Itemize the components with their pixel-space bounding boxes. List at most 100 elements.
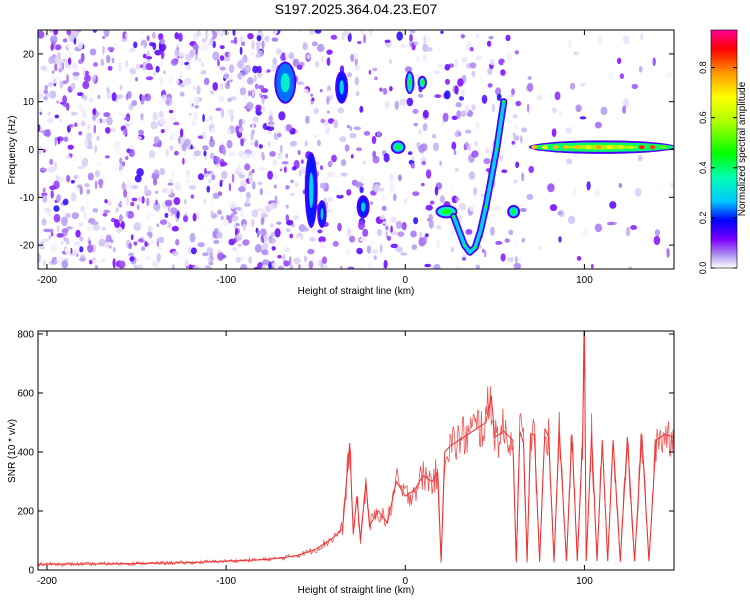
noise-speck: [239, 87, 247, 96]
noise-speck: [178, 223, 185, 227]
noise-speck: [520, 135, 523, 144]
noise-speck: [170, 58, 178, 66]
noise-speck: [130, 234, 134, 241]
noise-speck: [289, 140, 297, 147]
band-hotspot: [660, 145, 667, 150]
noise-speck: [64, 51, 69, 59]
noise-speck: [579, 116, 587, 120]
feature-core: [408, 77, 412, 88]
noise-speck: [311, 41, 318, 47]
noise-speck: [182, 243, 189, 249]
noise-speck: [66, 174, 71, 183]
noise-speck: [72, 153, 77, 162]
noise-speck: [153, 202, 161, 211]
noise-speck: [411, 244, 417, 251]
noise-speck: [199, 266, 207, 269]
noise-speck: [133, 241, 138, 246]
noise-speck: [521, 237, 525, 243]
noise-speck: [274, 237, 280, 242]
noise-speck: [631, 83, 639, 90]
noise-speck: [158, 236, 165, 244]
noise-speck: [501, 169, 508, 173]
noise-speck: [233, 223, 237, 230]
noise-speck: [174, 32, 179, 40]
spectrogram-x-axis-label: Height of straight line (km): [298, 286, 415, 297]
noise-speck: [118, 169, 124, 176]
noise-speck: [409, 40, 412, 47]
noise-speck: [250, 52, 256, 56]
noise-speck: [42, 260, 47, 267]
noise-speck: [309, 237, 316, 242]
noise-speck: [244, 64, 251, 74]
noise-speck: [283, 260, 290, 267]
curve-point: [502, 100, 506, 104]
x-tick-label: 100: [576, 576, 593, 587]
noise-speck: [149, 212, 156, 217]
noise-speck: [81, 110, 87, 119]
noise-speck: [77, 184, 83, 189]
noise-speck: [337, 107, 345, 114]
noise-speck: [308, 260, 314, 269]
noise-speck: [462, 252, 468, 258]
noise-speck: [146, 211, 150, 221]
noise-speck: [499, 154, 503, 162]
band-hotspot: [585, 145, 592, 150]
noise-speck: [184, 199, 187, 205]
noise-speck: [230, 135, 234, 143]
noise-speck: [169, 114, 177, 122]
noise-speck: [439, 160, 442, 166]
colorbar-gradient: [710, 29, 738, 269]
noise-speck: [141, 95, 146, 102]
spectrogram-y-axis-label: Frequency (Hz): [7, 116, 18, 185]
noise-speck: [666, 71, 673, 78]
noise-speck: [527, 82, 534, 92]
noise-speck: [179, 71, 183, 80]
noise-speck: [38, 146, 44, 154]
noise-speck: [349, 126, 353, 132]
noise-speck: [43, 129, 50, 137]
noise-speck: [185, 64, 191, 71]
noise-speck: [236, 164, 241, 173]
noise-speck: [204, 167, 207, 175]
noise-speck: [514, 50, 519, 55]
noise-speck: [609, 201, 617, 209]
noise-speck: [458, 202, 466, 211]
noise-speck: [97, 111, 100, 116]
noise-speck: [212, 51, 220, 61]
noise-speck: [290, 192, 295, 197]
noise-speck: [637, 155, 643, 162]
noise-speck: [244, 163, 251, 171]
noise-speck: [49, 243, 58, 253]
noise-speck: [413, 217, 419, 225]
noise-speck: [314, 60, 320, 68]
noise-speck: [382, 87, 388, 95]
noise-speck: [228, 51, 231, 59]
noise-speck: [136, 264, 144, 269]
noise-speck: [217, 59, 220, 67]
noise-speck: [241, 41, 246, 46]
noise-speck: [429, 200, 435, 205]
noise-speck: [157, 246, 163, 251]
noise-speck: [125, 93, 129, 101]
noise-speck: [92, 224, 101, 231]
noise-speck: [299, 125, 305, 130]
noise-speck: [164, 212, 169, 218]
noise-speck: [48, 82, 53, 87]
noise-speck: [252, 181, 256, 190]
noise-speck: [454, 168, 458, 173]
noise-speck: [203, 173, 210, 178]
y-tick-label: 800: [17, 329, 34, 340]
noise-speck: [129, 256, 135, 262]
noise-speck: [594, 188, 600, 197]
noise-speck: [103, 190, 107, 197]
noise-speck: [63, 236, 67, 242]
noise-speck: [634, 187, 642, 197]
noise-speck: [304, 140, 308, 147]
dispersion-curve: [451, 99, 506, 255]
noise-speck: [164, 172, 169, 178]
noise-speck: [41, 66, 48, 72]
noise-speck: [190, 194, 195, 199]
noise-speck: [51, 258, 58, 265]
noise-speck: [141, 246, 146, 251]
feature-core: [308, 172, 314, 209]
